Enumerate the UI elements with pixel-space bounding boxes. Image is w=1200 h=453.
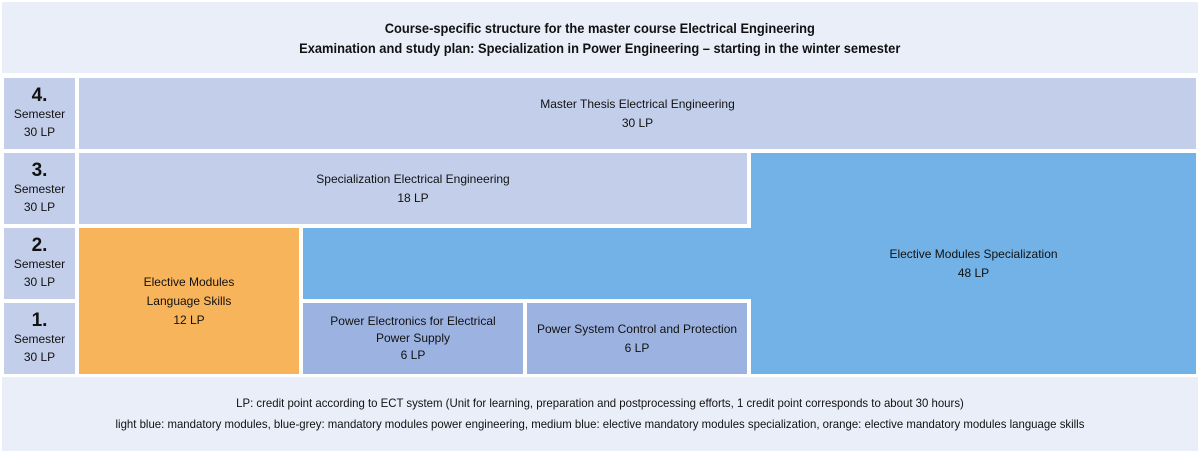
module-credits: 30 LP (621, 115, 654, 130)
module-credits: 12 LP (173, 312, 205, 327)
semester-1-label: 1. Semester 30 LP (4, 303, 75, 374)
module-title: Elective Modules Specialization (889, 246, 1058, 261)
semester-word: Semester (13, 257, 66, 271)
elective-specialization-extension (303, 228, 751, 299)
specialization-module: Specialization Electrical Engineering 18… (79, 153, 747, 224)
title-line-2: Examination and study plan: Specializati… (299, 39, 901, 56)
semester-4-label: 4. Semester 30 LP (4, 78, 75, 149)
semester-3-label: 3. Semester 30 LP (4, 153, 75, 224)
legend-line-2: light blue: mandatory modules, blue-grey… (115, 417, 1085, 431)
module-title: Master Thesis Electrical Engineering (540, 96, 735, 111)
semester-word: Semester (13, 332, 66, 346)
semester-2-label: 2. Semester 30 LP (4, 228, 75, 299)
module-title-line-1: Power Electronics for Electrical (330, 314, 496, 328)
semester-credits: 30 LP (23, 200, 56, 214)
semester-number: 2. (31, 235, 48, 256)
elective-specialization-module: Elective Modules Specialization 48 LP (751, 153, 1196, 374)
semester-word: Semester (13, 107, 66, 121)
module-credits: 48 LP (957, 265, 990, 280)
semester-number: 4. (31, 85, 48, 106)
module-title: Specialization Electrical Engineering (316, 171, 510, 186)
title-line-1: Course-specific structure for the master… (384, 19, 816, 36)
module-title: Power System Control and Protection (536, 321, 738, 336)
legend-line-1: LP: credit point according to ECT system… (236, 396, 964, 410)
semester-number: 1. (31, 310, 48, 331)
semester-credits: 30 LP (23, 275, 56, 289)
semester-number: 3. (31, 160, 48, 181)
power-electronics-module: Power Electronics for Electrical Power S… (303, 303, 523, 374)
module-title-line-2: Power Supply (375, 331, 451, 345)
master-thesis-module: Master Thesis Electrical Engineering 30 … (79, 78, 1196, 149)
module-title-line-2: Language Skills (146, 293, 232, 308)
module-credits: 6 LP (624, 340, 650, 355)
page-title: Course-specific structure for the master… (2, 2, 1198, 73)
language-skills-module: Elective Modules Language Skills 12 LP (79, 228, 299, 374)
semester-credits: 30 LP (23, 350, 56, 364)
module-credits: 6 LP (400, 348, 426, 362)
semester-word: Semester (13, 182, 66, 196)
module-credits: 18 LP (397, 190, 429, 205)
legend-footer: LP: credit point according to ECT system… (2, 377, 1198, 451)
power-system-control-module: Power System Control and Protection 6 LP (527, 303, 747, 374)
module-title-line-1: Elective Modules (143, 274, 235, 289)
semester-credits: 30 LP (23, 125, 56, 139)
